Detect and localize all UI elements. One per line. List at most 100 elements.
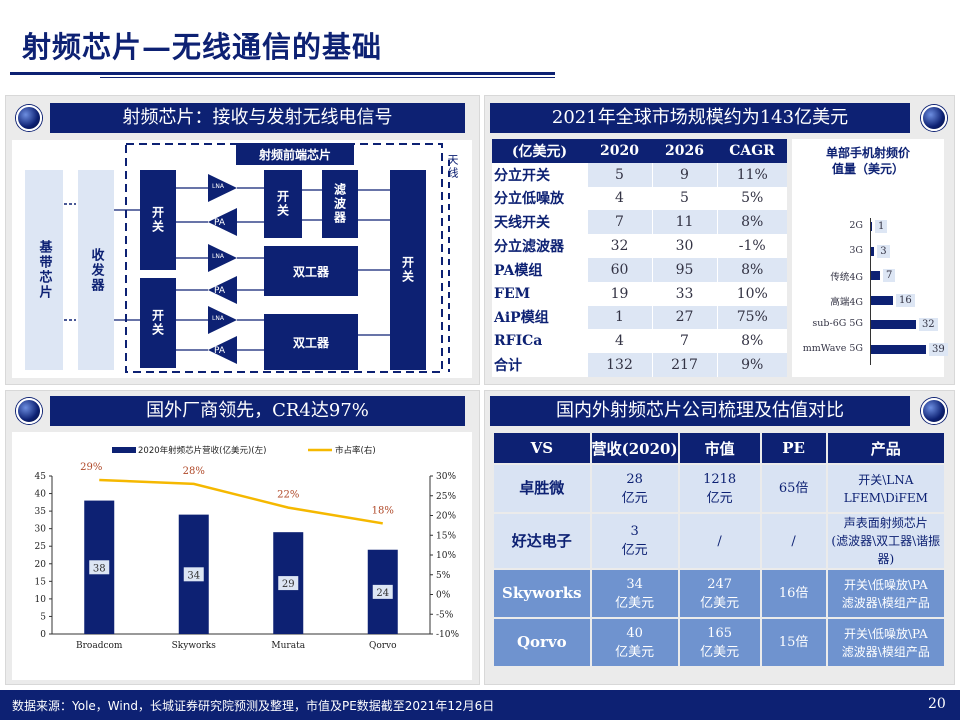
share-label: 22% xyxy=(277,490,299,501)
legend-bar-label: 2020年射频芯片营收(亿美元)(左) xyxy=(138,445,266,456)
legend-line-label: 市占率(右) xyxy=(335,445,376,456)
market-row-label: RFICa xyxy=(492,329,587,354)
market-col-cagr: CAGR xyxy=(717,139,787,163)
market-cell: 9% xyxy=(716,353,787,377)
bar-value-label: 38 xyxy=(93,563,106,574)
right-tick-label: -10% xyxy=(436,630,459,640)
market-cell: 1 xyxy=(586,305,652,330)
panel1-header: 射频芯片：接收与发射无线电信号 xyxy=(50,103,465,133)
bar-label-bg xyxy=(278,576,299,591)
market-cell: 4 xyxy=(586,329,652,354)
market-cell: 8% xyxy=(716,329,787,354)
company-row: 卓胜微 28 亿元 1218 亿元 65倍 开关\LNA LFEM\DiFEM xyxy=(494,465,944,512)
right-tick-label: 30% xyxy=(436,472,456,482)
market-table-header-row: (亿美元) 2020 2026 CAGR xyxy=(492,139,787,163)
company-pe: 15倍 xyxy=(761,619,826,666)
market-cell: 4 xyxy=(586,186,652,211)
company-mcap: / xyxy=(679,514,760,568)
left-tick-label: 15 xyxy=(35,577,47,587)
market-cell: 7 xyxy=(651,329,717,354)
per-phone-bar xyxy=(870,246,875,256)
market-cell: 8% xyxy=(716,210,787,235)
page-number: 20 xyxy=(928,696,946,712)
left-tick-label: 25 xyxy=(35,542,47,552)
company-col-product: 产品 xyxy=(827,433,944,463)
bar-label-bg xyxy=(183,567,204,582)
share-label: 29% xyxy=(80,462,102,473)
left-tick-label: 40 xyxy=(35,490,47,500)
market-table-row: 分立开关 5 9 11% xyxy=(492,162,787,187)
switch-block-upper: 开关 xyxy=(140,170,176,270)
category-label: Broadcom xyxy=(76,641,123,651)
company-name: 好达电子 xyxy=(494,514,590,568)
per-phone-axis xyxy=(870,218,871,365)
category-label: Skyworks xyxy=(172,641,217,651)
bar-value-label: 29 xyxy=(282,579,295,590)
company-table-header-row: VS 营收(2020) 市值 PE 产品 xyxy=(494,433,944,463)
antenna-label: 天线 xyxy=(446,154,459,180)
right-tick-label: 20% xyxy=(436,512,456,522)
frontend-label: 射频前端芯片 xyxy=(236,143,354,165)
market-cell: 5 xyxy=(651,186,717,211)
per-phone-bar xyxy=(870,344,926,354)
market-col-2020: 2020 xyxy=(587,139,652,163)
title-underline xyxy=(10,72,555,75)
share-label: 28% xyxy=(183,466,205,477)
market-table-row: 分立滤波器 32 30 -1% xyxy=(492,234,787,258)
per-phone-bar xyxy=(870,320,916,329)
company-pe: 16倍 xyxy=(761,570,826,617)
right-tick-label: 10% xyxy=(436,551,456,561)
company-table: VS 营收(2020) 市值 PE 产品 卓胜微 28 亿元 1218 亿元 65倍开… xyxy=(492,431,946,668)
market-cell: 11% xyxy=(716,162,787,187)
company-col-mcap: 市值 xyxy=(679,433,760,463)
market-col-unit: (亿美元) xyxy=(492,139,587,163)
right-tick-label: 25% xyxy=(436,492,456,502)
company-pe: 65倍 xyxy=(761,465,826,512)
footer-bar xyxy=(0,690,960,720)
company-col-vs: VS xyxy=(494,433,590,463)
company-col-revenue: 营收(2020) xyxy=(591,433,678,463)
market-table-row: 天线开关 7 11 8% xyxy=(492,210,787,235)
antenna-switch-block: 开关 xyxy=(390,170,426,370)
per-phone-label: 高端4G xyxy=(830,296,863,308)
market-cell: 9 xyxy=(651,162,717,187)
market-row-label: PA模组 xyxy=(492,257,587,282)
company-row: Skyworks 34 亿美元 247 亿美元 16倍 开关\低噪放\PA 滤波器\模组… xyxy=(494,570,944,617)
market-row-label: 分立低噪放 xyxy=(492,186,587,211)
market-table-row: AiP模组 1 27 75% xyxy=(492,305,787,330)
market-cell: 32 xyxy=(586,234,652,258)
market-row-label: 合计 xyxy=(492,353,587,377)
title-underline-thin xyxy=(100,77,555,78)
per-phone-label: sub-6G 5G xyxy=(812,318,863,329)
market-table-row: RFICa 4 7 8% xyxy=(492,329,787,354)
switch-block-lower: 开关 xyxy=(140,278,176,368)
market-row-label: 分立滤波器 xyxy=(492,234,587,258)
per-phone-bar xyxy=(870,271,881,280)
category-label: Murata xyxy=(271,641,305,651)
pa-label-1: PA xyxy=(214,218,226,228)
duplexer-block-2: 双工器 xyxy=(264,314,358,370)
right-tick-label: 15% xyxy=(436,531,456,541)
company-revenue: 34 亿美元 xyxy=(591,570,678,617)
company-product: 开关\低噪放\PA 滤波器\模组产品 xyxy=(827,619,944,666)
market-cell: 132 xyxy=(586,353,652,377)
page-title: 射频芯片—无线通信的基础 xyxy=(22,30,383,64)
right-tick-label: -5% xyxy=(436,610,454,620)
per-phone-bar xyxy=(870,222,872,231)
company-revenue: 28 亿元 xyxy=(591,465,678,512)
per-phone-value: 32 xyxy=(918,318,938,331)
market-cell: 19 xyxy=(586,281,652,306)
per-phone-chart-area xyxy=(792,139,944,377)
market-cell: 75% xyxy=(716,305,787,330)
market-cell: 11 xyxy=(651,210,717,235)
market-row-label: 天线开关 xyxy=(492,210,587,235)
share-line xyxy=(99,478,383,525)
company-name: 卓胜微 xyxy=(494,465,590,512)
lna-label-1: LNA xyxy=(212,183,224,190)
per-phone-value: 3 xyxy=(877,244,890,258)
legend-bar-swatch xyxy=(112,447,136,453)
market-cell: 60 xyxy=(586,257,652,282)
per-phone-label: mmWave 5G xyxy=(802,342,863,354)
per-phone-value: 7 xyxy=(883,269,896,282)
market-table-row: FEM 19 33 10% xyxy=(492,281,787,306)
